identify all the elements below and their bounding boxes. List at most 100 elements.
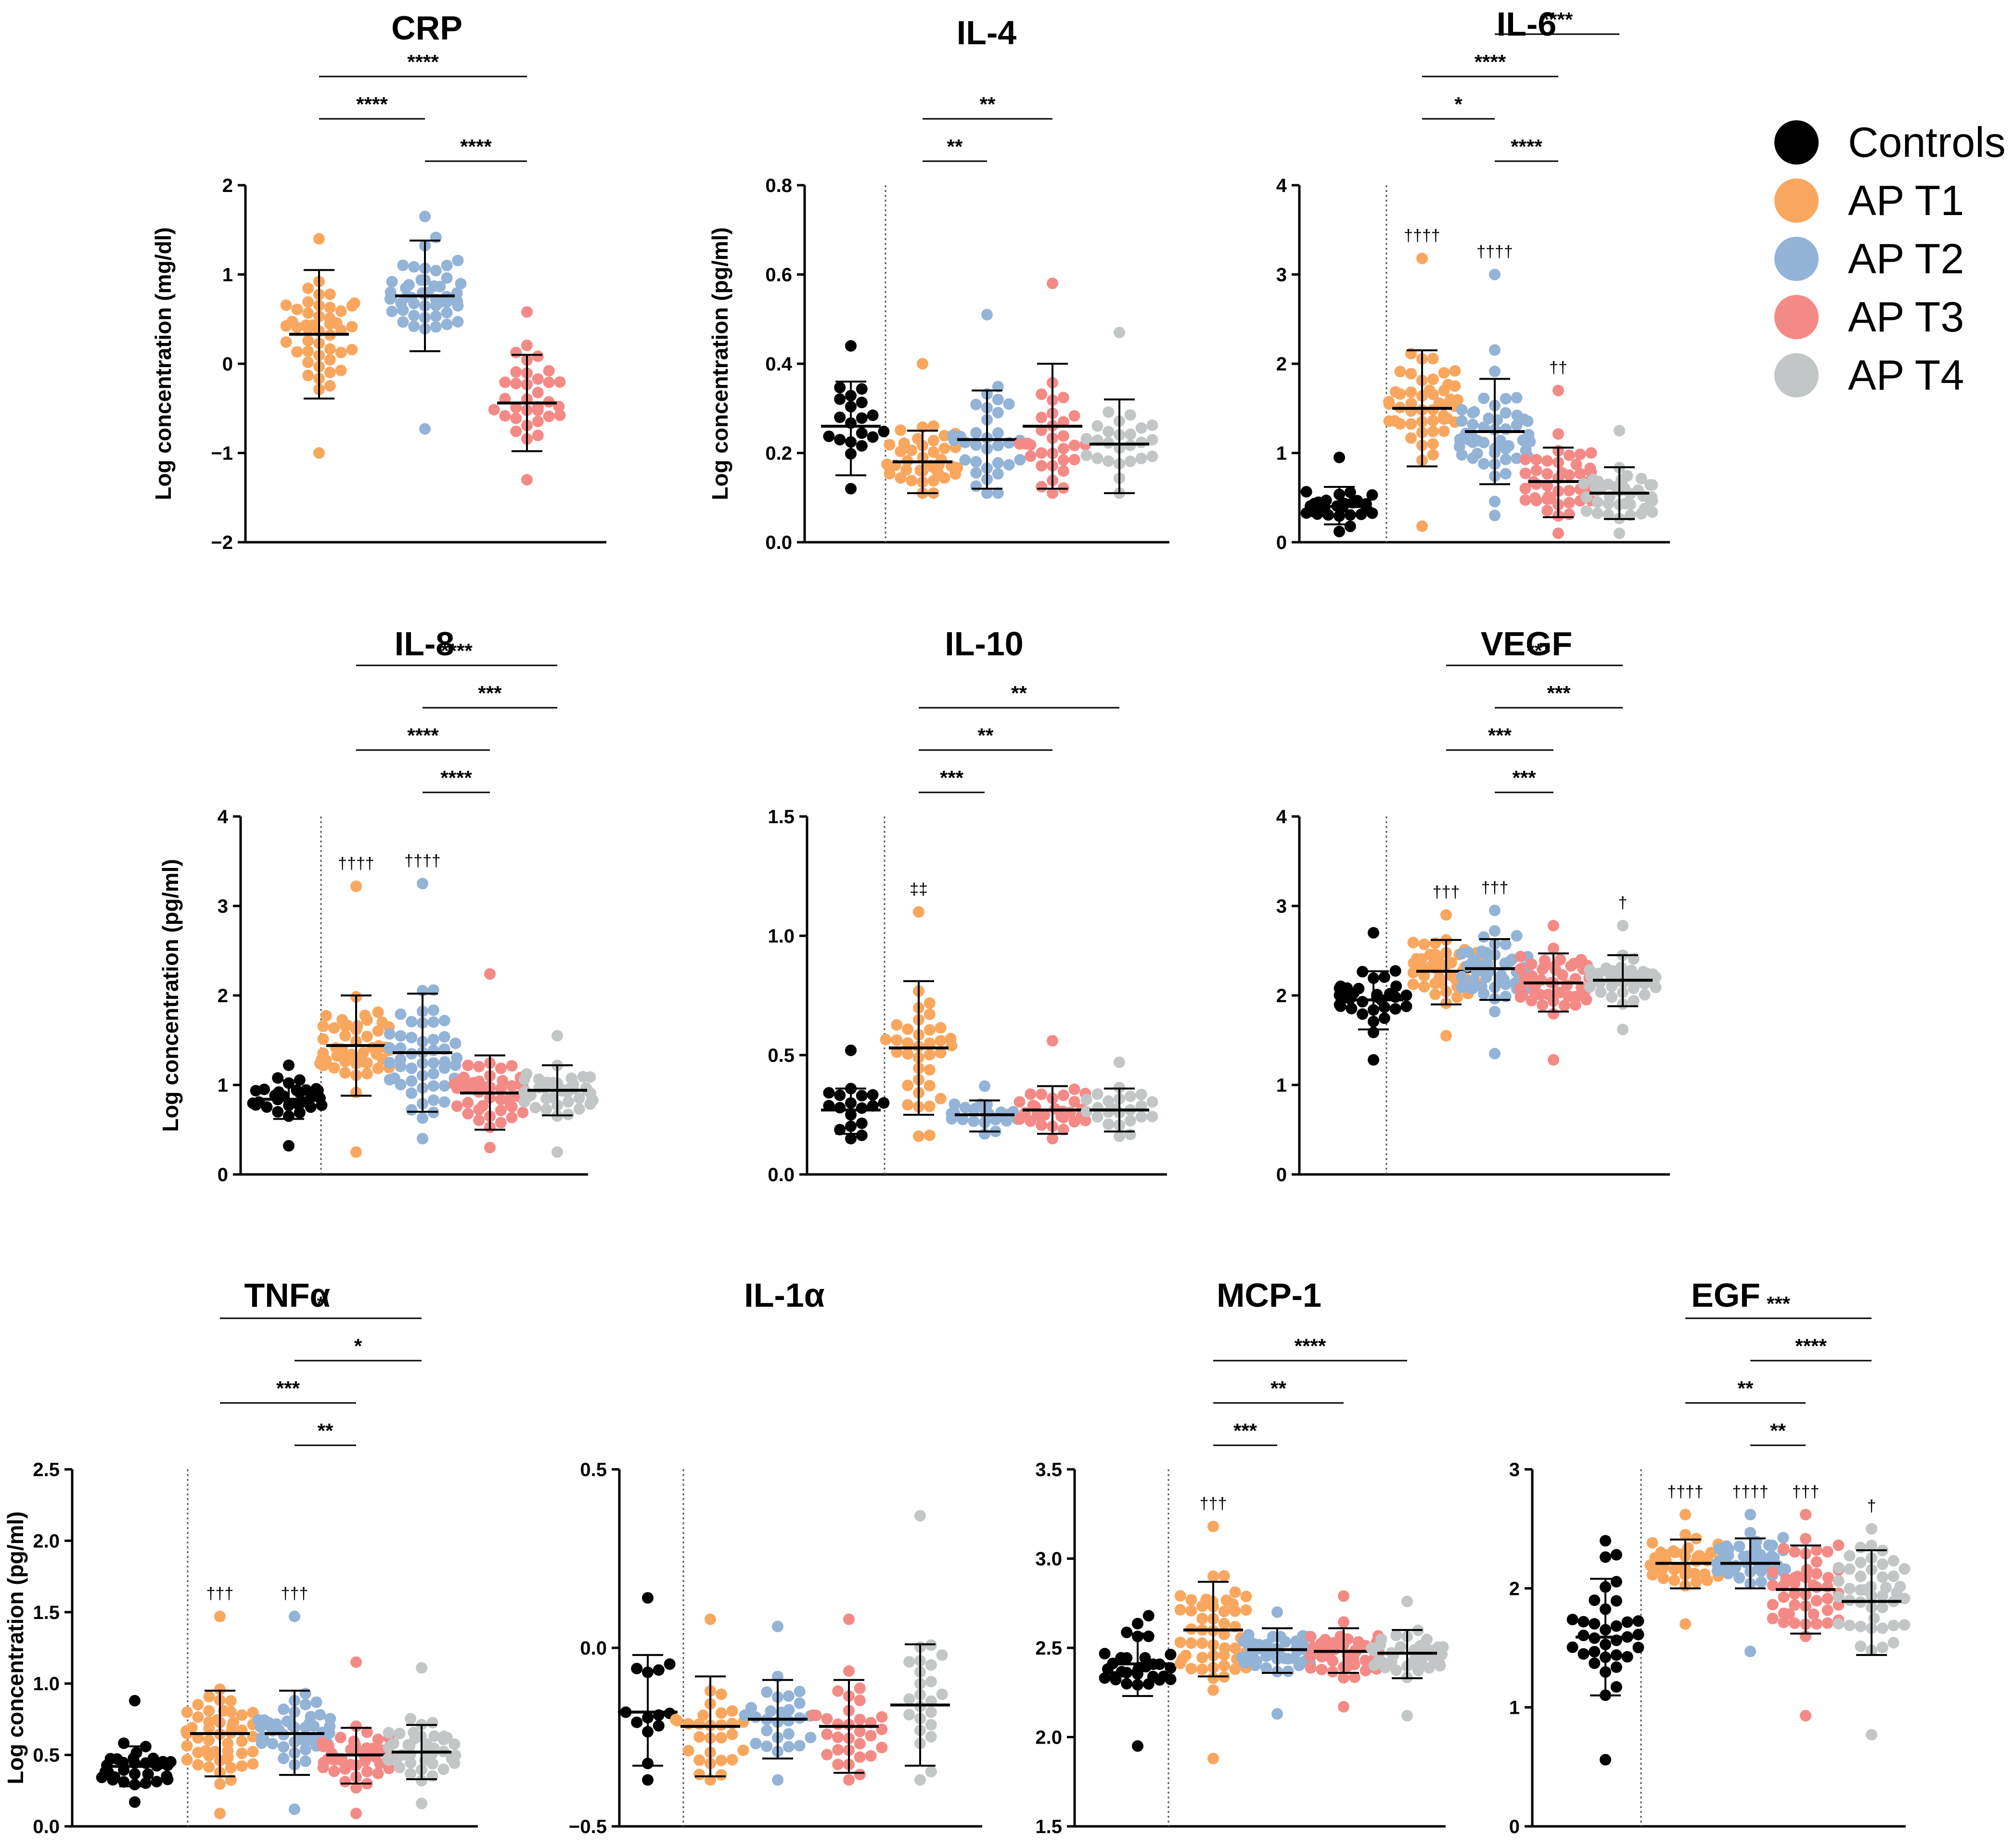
data-point	[438, 1031, 450, 1043]
data-point	[1036, 1088, 1048, 1100]
data-point	[350, 1146, 362, 1158]
data-point	[1427, 425, 1439, 437]
data-point	[1434, 972, 1446, 984]
data-point	[876, 1711, 888, 1723]
data-point	[745, 1702, 757, 1714]
data-point	[1427, 353, 1439, 365]
data-point	[1635, 472, 1647, 484]
data-point	[970, 439, 982, 451]
data-point	[324, 302, 336, 314]
data-point	[427, 1016, 439, 1028]
data-point	[408, 1726, 420, 1738]
data-point	[808, 1709, 820, 1721]
data-point	[992, 487, 1004, 499]
data-point	[1124, 455, 1136, 467]
significance-dagger: †††	[1200, 1495, 1227, 1513]
data-point	[521, 474, 533, 486]
data-point	[394, 1727, 406, 1739]
data-point	[1429, 948, 1441, 960]
data-point	[1456, 970, 1468, 982]
data-point	[580, 1082, 592, 1094]
chart-title: IL-4	[957, 14, 1017, 51]
data-point	[1822, 1593, 1834, 1605]
y-tick-label: 2.0	[33, 1530, 60, 1552]
data-point	[281, 1715, 293, 1727]
data-point	[1526, 958, 1538, 970]
y-tick-label: 3	[218, 896, 228, 917]
panel-il-10: IL-100.00.51.01.5‡‡*******	[768, 625, 1167, 1185]
data-point	[1600, 1551, 1611, 1563]
comparison-label: **	[980, 93, 996, 115]
data-point	[1621, 470, 1633, 482]
data-point	[867, 409, 879, 421]
panel-il-8: IL-8 Log concentration (pg/ml) 0 1 2 3 4 †††† ††…	[158, 625, 599, 1185]
data-point	[1068, 1096, 1080, 1108]
y-tick-label: 0.8	[765, 175, 792, 196]
data-point	[214, 1808, 226, 1820]
y-tick-label: 4	[218, 806, 229, 828]
data-point	[1036, 447, 1048, 459]
data-point	[291, 1084, 303, 1096]
data-point	[449, 1749, 462, 1761]
data-point	[438, 1080, 450, 1092]
data-point	[247, 1746, 259, 1758]
data-point	[1405, 418, 1417, 430]
data-point	[554, 409, 566, 421]
data-point	[506, 1060, 518, 1072]
data-point	[1552, 428, 1564, 440]
data-point	[1574, 448, 1586, 460]
data-point	[653, 1720, 665, 1732]
y-tick-label: 0.5	[33, 1745, 60, 1766]
data-point	[968, 1115, 980, 1127]
data-point	[1810, 1595, 1822, 1607]
data-point	[462, 1059, 474, 1071]
data-point	[1219, 1642, 1231, 1654]
data-point	[547, 1092, 559, 1104]
chart-title: MCP-1	[1217, 1276, 1321, 1314]
data-point	[917, 358, 928, 370]
data-point	[823, 1087, 835, 1099]
data-point	[1421, 1633, 1433, 1645]
data-point	[1418, 938, 1430, 950]
data-point	[1745, 1508, 1756, 1520]
data-point	[372, 1062, 384, 1074]
data-point	[1437, 1641, 1449, 1653]
chart-title: IL-10	[945, 625, 1023, 663]
significance-dagger: ††††	[1667, 1483, 1704, 1501]
group-ap-t3	[1514, 919, 1595, 1066]
data-point	[1822, 1546, 1834, 1558]
data-point	[1514, 951, 1527, 963]
group-ap-t2	[1236, 1606, 1317, 1720]
data-point	[1334, 451, 1345, 463]
data-point	[1196, 1613, 1208, 1625]
data-point	[361, 1766, 373, 1778]
data-point	[1351, 495, 1363, 507]
legend-label: Controls	[1848, 118, 2006, 166]
data-point	[927, 420, 939, 432]
data-point	[1763, 1539, 1775, 1551]
data-point	[1427, 415, 1439, 427]
data-point	[1091, 1088, 1103, 1100]
data-point	[1401, 1595, 1413, 1607]
data-point	[1445, 394, 1457, 406]
data-point	[1755, 1576, 1767, 1588]
data-point	[1833, 1539, 1845, 1551]
data-point	[286, 316, 298, 328]
data-point	[395, 1030, 407, 1042]
data-point	[834, 393, 846, 405]
data-point	[664, 1658, 676, 1670]
data-point	[823, 430, 835, 442]
data-point	[499, 410, 511, 422]
data-point	[1637, 966, 1649, 978]
data-point	[427, 1004, 439, 1016]
data-point	[1511, 452, 1523, 464]
data-point	[426, 1717, 438, 1729]
data-point	[1500, 453, 1512, 465]
data-point	[302, 357, 314, 369]
data-point	[927, 446, 939, 458]
data-point	[1116, 1666, 1128, 1678]
data-point	[406, 1075, 418, 1087]
data-point	[554, 376, 566, 388]
y-tick-label: 1	[1509, 1697, 1520, 1719]
